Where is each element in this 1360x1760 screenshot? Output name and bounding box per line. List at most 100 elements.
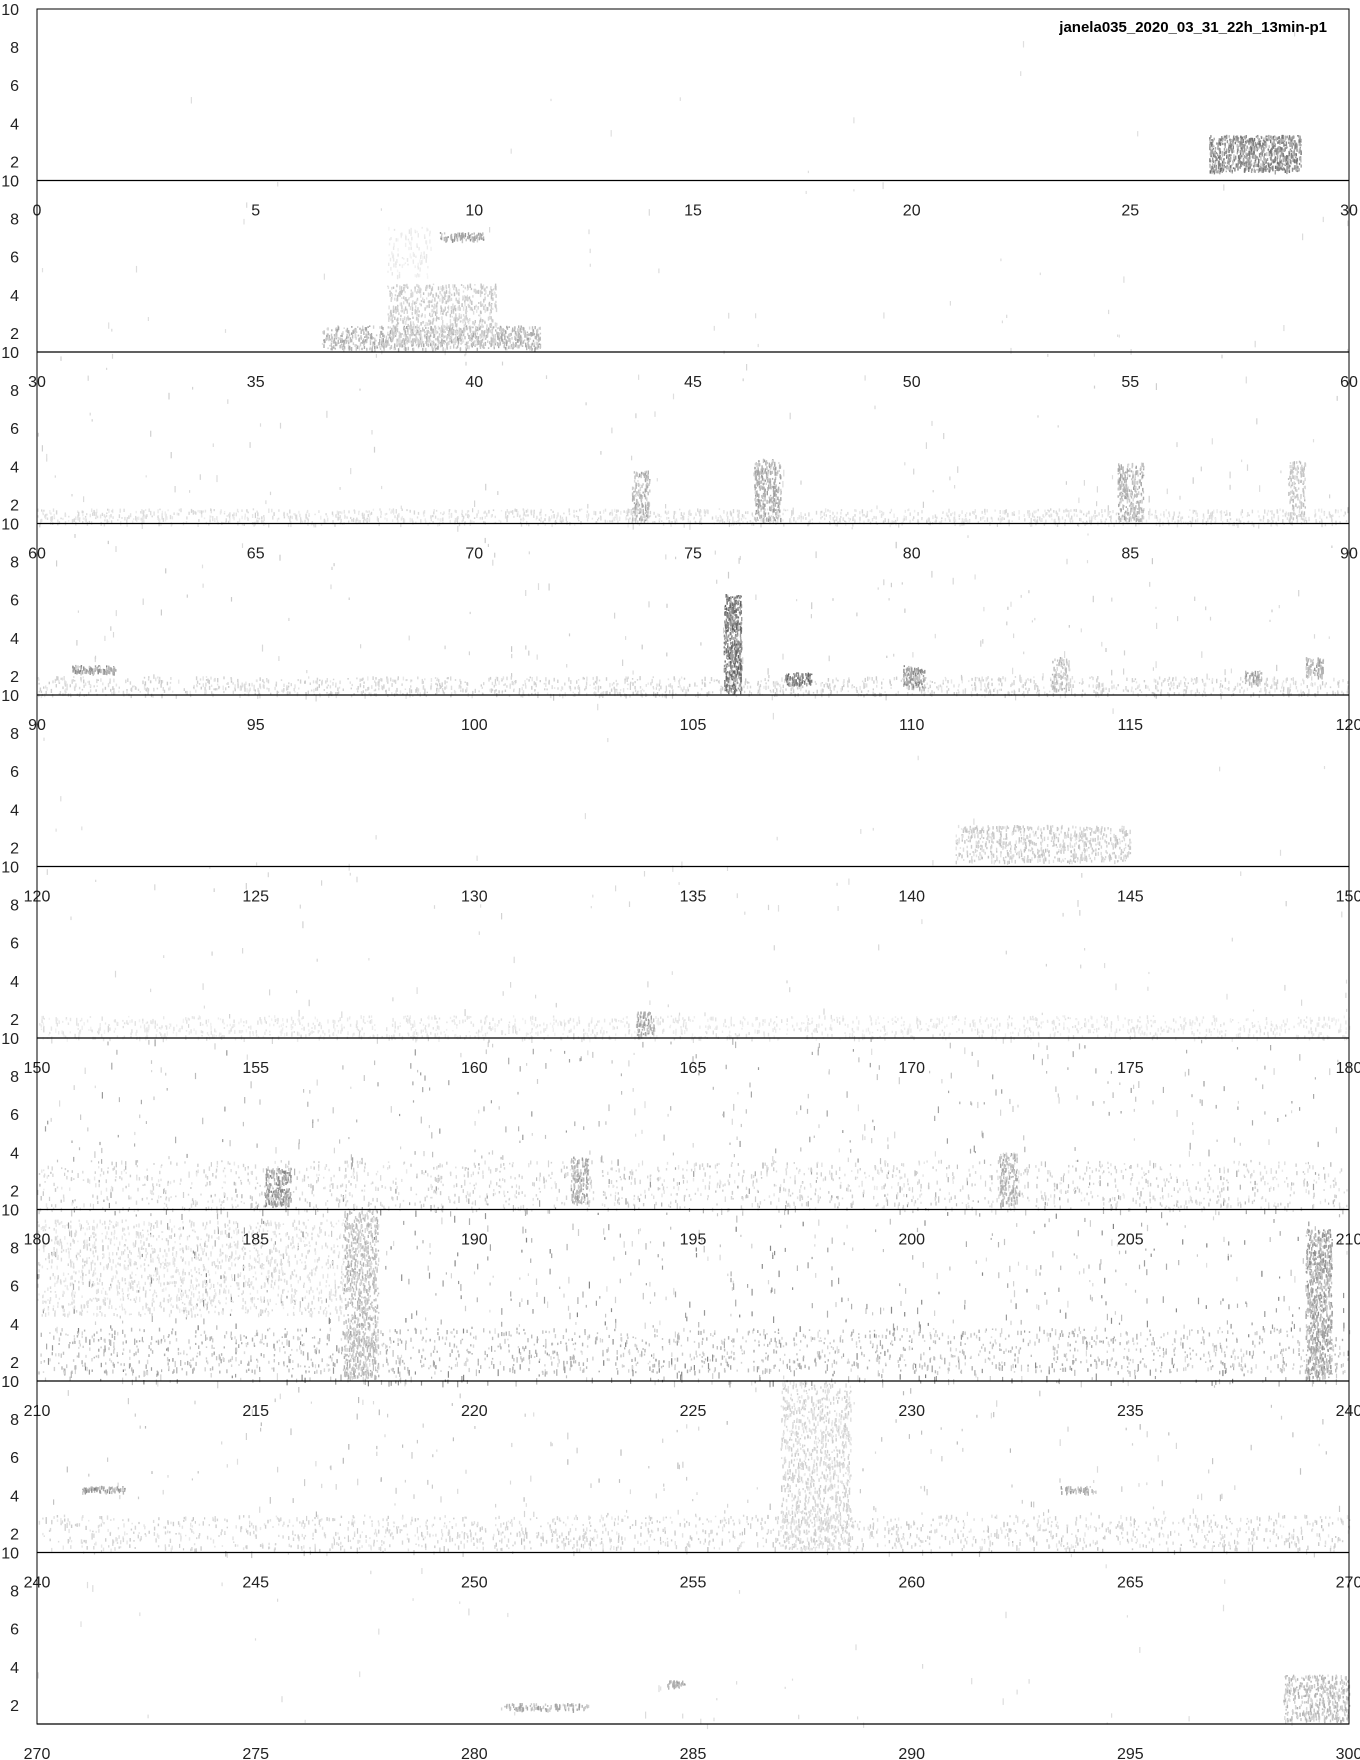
- event-mark: [444, 325, 447, 330]
- event-mark: [151, 515, 153, 518]
- event-mark: [1192, 509, 1194, 514]
- event-mark: [1123, 472, 1126, 475]
- event-mark: [401, 515, 403, 520]
- event-mark: [1128, 489, 1130, 492]
- event-mark: [244, 513, 246, 518]
- event-mark: [422, 330, 424, 332]
- event-mark: [431, 286, 434, 291]
- event-mark: [468, 235, 470, 240]
- event-mark: [388, 508, 391, 511]
- event-mark: [321, 343, 324, 345]
- event-mark: [1138, 506, 1140, 510]
- event-mark: [376, 346, 379, 349]
- event-mark: [1315, 519, 1317, 524]
- event-mark: [1230, 146, 1232, 151]
- event-mark: [1238, 165, 1241, 168]
- event-mark: [396, 328, 399, 333]
- event-mark: [626, 514, 628, 517]
- event-mark: [802, 516, 804, 520]
- event-mark: [483, 305, 485, 311]
- event-mark: [718, 520, 721, 524]
- event-mark: [366, 518, 369, 522]
- event-mark: [875, 516, 877, 520]
- event-mark: [289, 509, 291, 514]
- event-mark: [1216, 142, 1218, 145]
- event-mark: [1033, 519, 1035, 521]
- event-mark: [1029, 512, 1031, 516]
- event-mark: [246, 516, 249, 519]
- event-mark: [499, 341, 501, 346]
- event-mark: [531, 342, 534, 345]
- event-mark: [862, 513, 864, 517]
- event-mark: [433, 310, 435, 314]
- event-mark: [1133, 481, 1135, 486]
- event-mark: [1276, 166, 1278, 171]
- event-mark: [423, 329, 425, 332]
- event-mark: [1318, 508, 1320, 512]
- event-mark: [390, 309, 392, 313]
- event-mark: [470, 337, 473, 343]
- event-mark: [432, 293, 434, 297]
- event-mark: [434, 310, 436, 313]
- event-mark: [990, 516, 993, 520]
- event-mark: [774, 471, 776, 476]
- event-mark: [364, 339, 367, 342]
- noise-mark: [1057, 425, 1059, 428]
- event-mark: [1253, 138, 1256, 142]
- event-mark: [666, 516, 668, 520]
- event-mark: [1250, 137, 1252, 140]
- event-mark: [397, 308, 399, 312]
- event-mark: [517, 328, 519, 333]
- event-mark: [1295, 467, 1297, 471]
- event-mark: [482, 342, 485, 346]
- event-mark: [1277, 167, 1280, 172]
- event-mark: [756, 470, 758, 475]
- event-mark: [1287, 155, 1289, 158]
- event-mark: [1203, 516, 1205, 520]
- event-mark: [369, 339, 372, 342]
- event-mark: [446, 342, 448, 345]
- event-mark: [430, 327, 433, 331]
- event-mark: [439, 518, 441, 522]
- event-mark: [505, 342, 508, 347]
- event-mark: [913, 509, 916, 513]
- event-mark: [1228, 146, 1230, 151]
- event-mark: [1221, 153, 1223, 155]
- event-mark: [457, 339, 460, 341]
- event-mark: [489, 341, 491, 345]
- event-mark: [866, 512, 868, 518]
- event-mark: [1324, 522, 1327, 527]
- event-mark: [740, 517, 743, 521]
- event-mark: [638, 489, 640, 494]
- noise-mark: [728, 312, 730, 319]
- event-mark: [471, 308, 474, 312]
- event-mark: [482, 344, 485, 349]
- event-mark: [1191, 520, 1193, 525]
- event-mark: [1210, 146, 1212, 150]
- event-mark: [1050, 513, 1053, 518]
- event-mark: [1294, 496, 1297, 499]
- event-mark: [478, 324, 480, 327]
- event-mark: [452, 284, 454, 288]
- event-mark: [343, 327, 345, 329]
- event-mark: [479, 345, 482, 349]
- event-mark: [1131, 465, 1133, 469]
- event-mark: [108, 515, 111, 520]
- event-mark: [1270, 148, 1273, 151]
- event-mark: [471, 300, 473, 305]
- event-mark: [1240, 144, 1242, 146]
- event-mark: [367, 513, 369, 517]
- event-mark: [345, 329, 347, 333]
- event-mark: [687, 518, 690, 520]
- event-mark: [1226, 134, 1228, 140]
- noise-mark: [783, 469, 785, 477]
- event-mark: [497, 332, 500, 337]
- event-mark: [1258, 145, 1261, 149]
- event-mark: [779, 482, 781, 484]
- event-mark: [634, 488, 636, 493]
- event-mark: [1141, 501, 1143, 504]
- event-mark: [527, 341, 529, 346]
- event-mark: [1132, 509, 1134, 512]
- event-mark: [762, 493, 765, 497]
- noise-mark: [1137, 131, 1139, 137]
